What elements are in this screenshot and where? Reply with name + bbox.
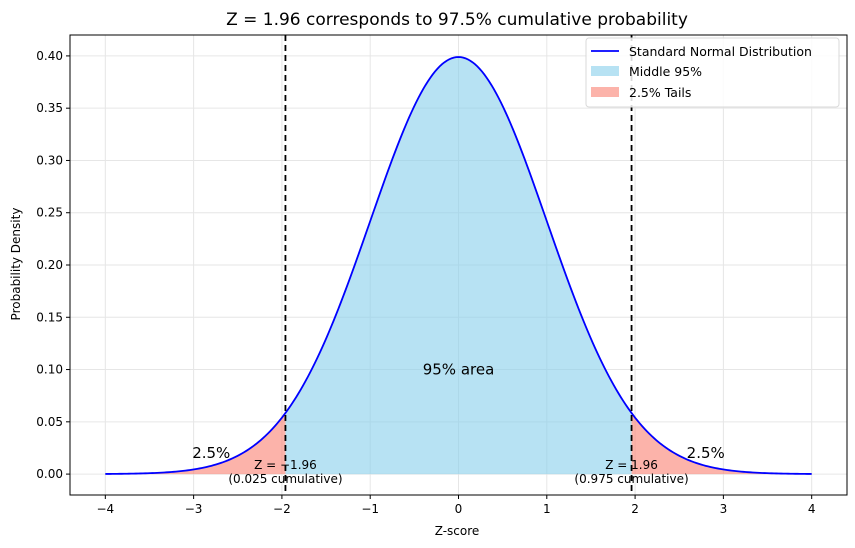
annotation-right-tail: 2.5%: [687, 444, 725, 462]
annotation-right-z-line1: Z = 1.96: [605, 458, 658, 472]
middle-area-fill: [285, 57, 632, 475]
x-tick-label: 1: [543, 502, 551, 516]
legend-label-tails: 2.5% Tails: [629, 85, 691, 100]
chart-title: Z = 1.96 corresponds to 97.5% cumulative…: [226, 10, 688, 30]
legend-swatch-tails: [591, 87, 619, 97]
annotation-right-z-line2: (0.975 cumulative): [574, 472, 688, 486]
x-axis-ticks: −4 −3 −2 −1 0 1 2 3 4: [96, 495, 816, 516]
y-tick-label: 0.00: [36, 467, 63, 481]
y-axis-label: Probability Density: [9, 208, 23, 321]
y-tick-label: 0.40: [36, 49, 63, 63]
x-tick-label: 3: [720, 502, 728, 516]
legend: Standard Normal Distribution Middle 95% …: [585, 37, 840, 108]
annotation-left-z-line2: (0.025 cumulative): [228, 472, 342, 486]
y-tick-label: 0.35: [36, 101, 63, 115]
normal-curve: [105, 56, 812, 475]
x-tick-label: 0: [455, 502, 463, 516]
x-tick-label: −3: [185, 502, 203, 516]
annotation-center: 95% area: [423, 361, 495, 379]
critical-lines: [284, 35, 633, 495]
annotation-left-tail: 2.5%: [192, 444, 230, 462]
curve-layer: [105, 56, 812, 475]
y-axis-ticks: 0.00 0.05 0.10 0.15 0.20 0.25 0.30 0.35 0.40: [36, 49, 70, 481]
legend-box: [585, 37, 840, 108]
legend-label-curve: Standard Normal Distribution: [629, 44, 812, 59]
fill-areas: [105, 57, 812, 475]
x-tick-label: −4: [96, 502, 114, 516]
x-axis-label: Z-score: [435, 524, 480, 538]
x-tick-label: 2: [631, 502, 639, 516]
y-tick-label: 0.15: [36, 310, 63, 324]
legend-swatch-middle: [591, 66, 619, 76]
y-tick-label: 0.10: [36, 363, 63, 377]
annotation-left-z-line1: Z = −1.96: [254, 458, 317, 472]
y-tick-label: 0.20: [36, 258, 63, 272]
left-tail-fill: [105, 412, 286, 475]
y-tick-label: 0.30: [36, 153, 63, 167]
x-tick-label: 4: [808, 502, 816, 516]
right-tail-fill: [631, 412, 812, 475]
x-tick-label: −2: [273, 502, 291, 516]
x-tick-label: −1: [361, 502, 379, 516]
y-tick-label: 0.25: [36, 206, 63, 220]
y-tick-label: 0.05: [36, 415, 63, 429]
legend-label-middle: Middle 95%: [629, 64, 702, 79]
